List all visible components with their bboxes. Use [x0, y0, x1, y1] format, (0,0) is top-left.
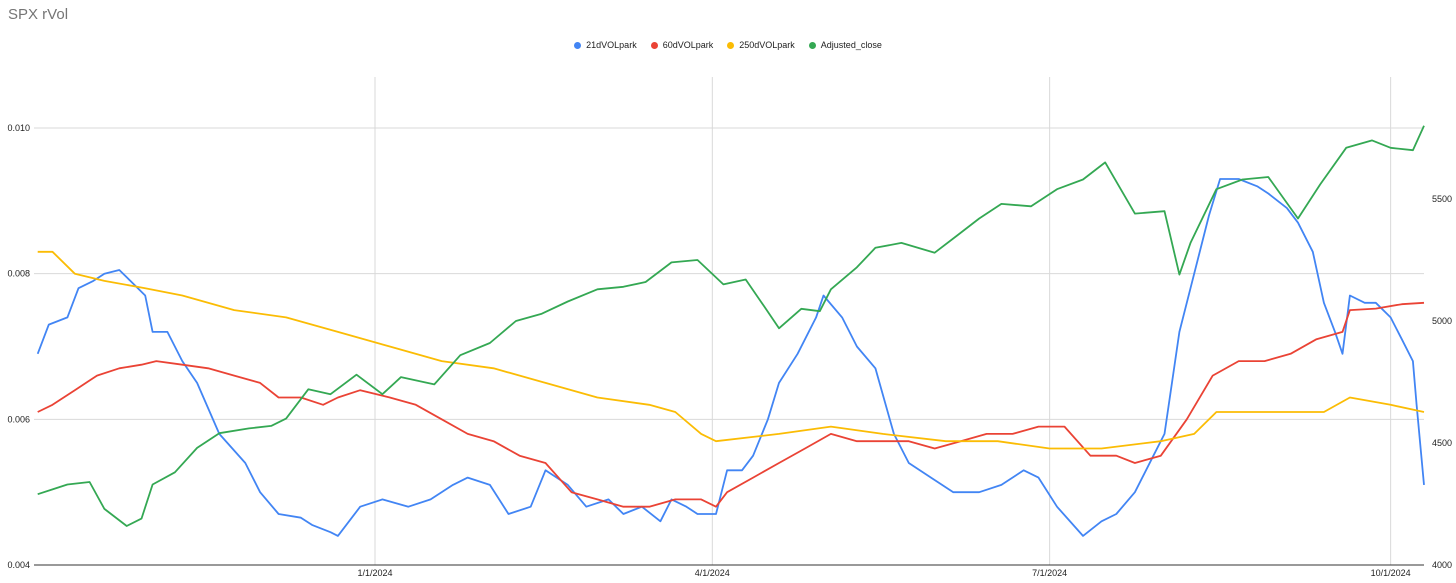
series-line-60dVOLpark: [37, 301, 1425, 508]
x-tick-label: 4/1/2024: [695, 568, 730, 578]
legend-label: 21dVOLpark: [586, 40, 637, 50]
y-right-tick-label: 4500: [1432, 438, 1452, 448]
y-right-tick-label: 5000: [1432, 316, 1452, 326]
x-tick-label: 10/1/2024: [1371, 568, 1411, 578]
legend-swatch: [650, 41, 658, 49]
series-line-21dVOLpark: [36, 178, 1425, 537]
y-left-tick-label: 0.004: [7, 560, 30, 570]
legend-swatch: [727, 41, 735, 49]
x-tick-label: 7/1/2024: [1032, 568, 1067, 578]
legend-item: Adjusted_close: [808, 40, 882, 50]
legend-item: 21dVOLpark: [574, 40, 637, 50]
legend-swatch: [574, 41, 582, 49]
y-left-tick-label: 0.006: [7, 414, 30, 424]
y-right-tick-label: 4000: [1432, 560, 1452, 570]
series-line-Adjusted_close: [37, 125, 1425, 527]
legend-item: 250dVOLpark: [727, 40, 795, 50]
y-right-tick-label: 5500: [1432, 194, 1452, 204]
legend-label: Adjusted_close: [820, 40, 882, 50]
legend-swatch: [808, 41, 816, 49]
x-tick-label: 1/1/2024: [357, 568, 392, 578]
chart-title: SPX rVol: [8, 6, 69, 23]
y-left-tick-label: 0.008: [7, 269, 30, 279]
legend-label: 250dVOLpark: [739, 40, 795, 50]
y-left-tick-label: 0.010: [7, 123, 30, 133]
legend-label: 60dVOLpark: [662, 40, 714, 50]
legend: 21dVOLpark 60dVOLpark 250dVOLpark Adjusted_…: [0, 40, 1456, 50]
legend-item: 60dVOLpark: [650, 40, 714, 50]
series-line-250dVOLpark: [37, 250, 1425, 450]
